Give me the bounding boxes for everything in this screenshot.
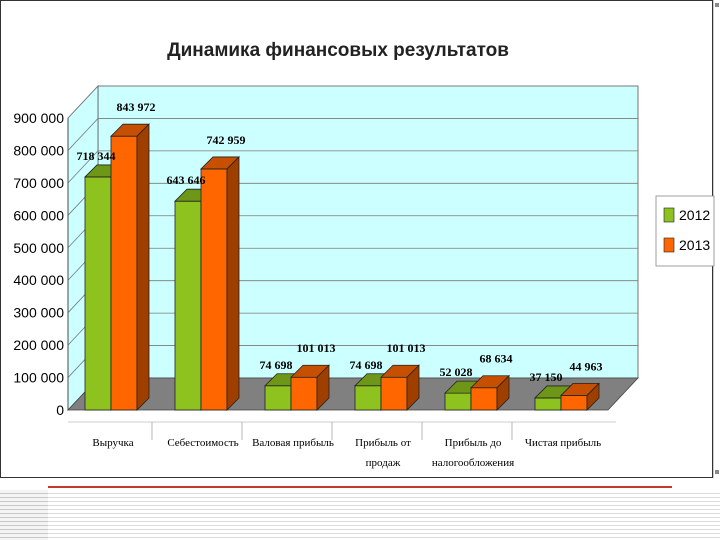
bar-2012-front [264,385,292,411]
data-label: 101 013 [297,341,336,355]
data-label: 74 698 [350,358,383,372]
bar-chart: Динамика финансовых результатов 0 100 000… [13,40,715,469]
x-tick-label: Прибыль до [445,437,502,449]
y-tick-label: 900 000 [13,110,64,126]
legend: 2012 2013 [655,195,715,267]
legend-swatch [663,207,675,223]
gridline [67,150,638,184]
data-label: 37 150 [530,370,563,384]
y-axis-ticks: 0 100 000 200 000 300 000 400 000 500 000 600 … [13,110,64,418]
data-label: 101 013 [387,341,426,355]
data-label: 742 959 [207,133,246,147]
scroll-up-arrow-icon[interactable] [715,3,719,7]
legend-label: 2013 [679,237,710,253]
y-tick-label: 400 000 [13,272,64,288]
bar-2013-front [560,395,588,411]
bar-2012-front [534,397,562,411]
x-axis-ticks: Выручка Себестоимость Валовая прибыль Прибы… [68,421,616,469]
bar-2013-front [110,135,138,411]
gridline [67,85,638,119]
data-labels: 718 344 843 972 643 646 742 959 74 698 101 01… [77,100,603,384]
divider-rule [48,486,672,488]
bar-2013-side [226,155,240,411]
x-tick-label: налогообложения [432,457,514,469]
bar-2013-side [316,364,330,411]
y-tick-label: 500 000 [13,240,64,256]
bar-2012-front [354,385,382,411]
data-label: 843 972 [117,100,156,114]
x-tick-label: Чистая прибыль [525,437,601,449]
y-tick-label: 600 000 [13,207,64,223]
data-label: 52 028 [440,365,473,379]
y-tick-label: 200 000 [13,337,64,353]
x-tick-label: Выручка [92,437,133,449]
y-tick-label: 100 000 [13,370,64,386]
legend-box [655,195,715,267]
x-tick-label: Себестоимость [167,437,238,449]
x-tick-label: Прибыль от [355,437,411,449]
bar-2013-front [380,376,408,411]
data-label: 718 344 [77,149,116,163]
data-label: 44 963 [570,359,603,373]
bar-2013-side [496,374,510,411]
scroll-down-arrow-icon[interactable] [715,470,719,474]
bar-2013-front [470,387,498,411]
gridline [67,118,638,151]
y-tick-label: 700 000 [13,175,64,191]
x-tick-label: Валовая прибыль [252,437,334,449]
bar-2013-side [136,123,150,411]
y-tick-label: 0 [56,402,64,418]
bar-2012-front [174,200,202,411]
lined-background [0,490,720,540]
bar-2013-side [406,364,420,411]
data-label: 68 634 [480,352,513,366]
bar-2013-front [200,168,228,411]
bar-2012-front [444,392,472,411]
bar-2013-front [290,376,318,411]
bars [84,123,600,411]
lined-background-margin [0,490,48,540]
y-tick-label: 800 000 [13,142,64,158]
data-label: 74 698 [260,358,293,372]
y-tick-label: 300 000 [13,305,64,321]
legend-label: 2012 [679,207,710,223]
bar-2013-side [586,382,600,411]
chart-title: Динамика финансовых результатов [167,40,509,61]
data-label: 643 646 [167,173,206,187]
legend-swatch [663,237,675,253]
bar-2012-front [84,176,112,411]
x-tick-label: продаж [366,457,401,469]
